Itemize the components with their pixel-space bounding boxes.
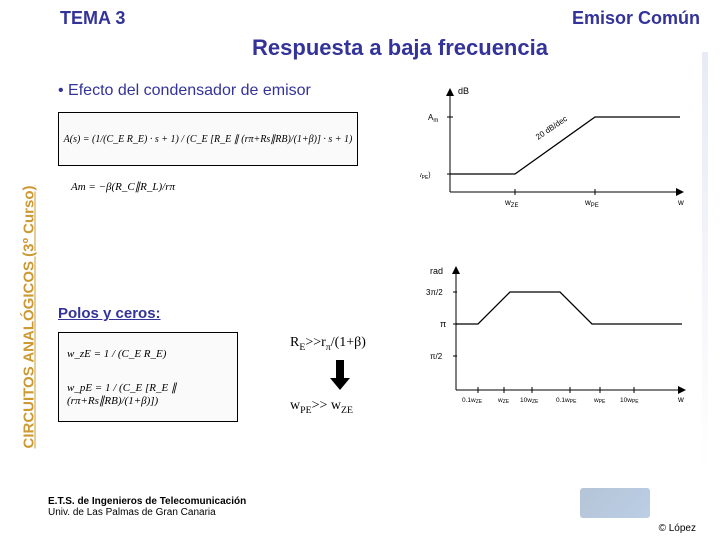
mag-xtick-wze: wZE: [504, 198, 518, 209]
phase-xtick-1: wZE: [497, 397, 510, 405]
header-right: Emisor Común: [572, 8, 700, 29]
footer-line1: E.T.S. de Ingenieros de Telecomunicación: [48, 496, 246, 507]
condition-re: RE>>rπ/(1+β): [290, 335, 366, 353]
formula-poles-zeros: w_zE = 1 / (C_E R_E) w_pE = 1 / (C_E [R_…: [58, 332, 238, 422]
mag-ytick-am-ratio: Am(wZE/wPE): [420, 172, 431, 181]
phase-xtick-5: 10wPE: [620, 397, 639, 405]
right-decor: [702, 52, 708, 472]
footer: E.T.S. de Ingenieros de Telecomunicación…: [48, 496, 246, 518]
phase-ytick-2: π/2: [430, 352, 443, 361]
phase-ytick-0: 3π/2: [426, 288, 443, 297]
formula-am: Am = −β(R_C∥R_L)/rπ: [58, 180, 188, 193]
copyright: © López: [659, 523, 696, 534]
phase-ytick-1: π: [440, 319, 446, 329]
mag-slope-label: 20 dB/dec: [534, 114, 569, 142]
phase-xtick-3: 0.1wPE: [556, 397, 577, 405]
phase-xtick-0: 0.1wZE: [462, 397, 483, 405]
sidebar: CIRCUITOS ANALÓGICOS (3º Curso): [14, 60, 40, 460]
formula-wpe: w_pE = 1 / (C_E [R_E ∥ (rπ+Rs∥RB)/(1+β)]…: [67, 381, 229, 407]
mag-xaxis-end: w: [677, 198, 684, 207]
formula-transfer: A(s) = (1/(C_E R_E) · s + 1) / (C_E [R_E…: [58, 112, 358, 166]
magnitude-chart: dB Am Am(wZE/wPE) wZE wPE w 20 dB/dec: [420, 82, 690, 212]
sidebar-text: CIRCUITOS ANALÓGICOS (3º Curso): [21, 69, 38, 449]
page-title: Respuesta a baja frecuencia: [80, 35, 720, 61]
mag-ylabel: dB: [458, 86, 469, 96]
phase-ylabel: rad: [430, 266, 443, 276]
phase-xtick-4: wPE: [593, 397, 606, 405]
mag-xtick-wpe: wPE: [584, 198, 599, 209]
university-logo: [580, 488, 650, 518]
header-left: TEMA 3: [60, 8, 125, 29]
phase-xaxis-end: w: [677, 395, 684, 404]
mag-ytick-am: Am: [428, 113, 438, 124]
phase-chart: rad 3π/2 π π/2 w 0.1wZE wZE 10wZE 0.1wPE…: [420, 262, 690, 412]
footer-line2: Univ. de Las Palmas de Gran Canaria: [48, 507, 246, 518]
formula-wze: w_zE = 1 / (C_E R_E): [67, 348, 166, 360]
phase-xtick-2: 10wZE: [520, 397, 539, 405]
condition-wpe: wPE>> wZE: [290, 398, 353, 416]
polos-heading: Polos y ceros:: [58, 305, 161, 322]
arrow-down-icon: [330, 360, 350, 390]
